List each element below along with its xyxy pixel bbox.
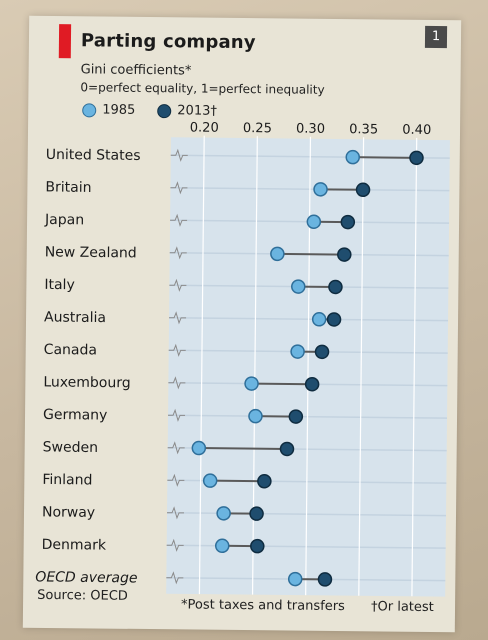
category-label: Germany xyxy=(43,407,108,424)
dot-2013 xyxy=(317,572,333,587)
dot-2013 xyxy=(409,150,424,166)
footnote-latest: †Or latest xyxy=(370,599,434,616)
dot-1985 xyxy=(216,506,231,521)
axis-break-icon xyxy=(169,311,187,325)
axis-break-icon xyxy=(166,571,184,585)
category-label: Britain xyxy=(45,179,91,195)
category-label: OECD average xyxy=(35,569,137,586)
category-label: Canada xyxy=(44,342,97,359)
category-label: United States xyxy=(46,147,141,164)
connector-line xyxy=(277,252,345,256)
dot-2013 xyxy=(328,279,343,295)
connector-line xyxy=(352,156,417,159)
gridline xyxy=(305,136,312,596)
dot-2013 xyxy=(288,409,304,424)
dot-2013 xyxy=(257,473,272,489)
dot-1985 xyxy=(287,571,303,587)
axis-break-icon xyxy=(169,278,187,292)
axis-break-icon xyxy=(170,181,188,195)
dot-2013 xyxy=(279,441,295,457)
gridline xyxy=(198,135,205,595)
axis-break-icon xyxy=(168,343,186,357)
category-label: Denmark xyxy=(42,537,107,554)
connector-line xyxy=(210,479,265,483)
x-tick-label: 0.35 xyxy=(349,122,378,137)
category-label: Norway xyxy=(42,504,95,521)
axis-break-icon xyxy=(170,213,188,227)
axis-break-icon xyxy=(170,148,188,162)
dot-1985 xyxy=(311,312,327,327)
axis-break-icon xyxy=(166,538,184,552)
category-label: Australia xyxy=(44,309,106,326)
axis-break-icon xyxy=(167,473,185,487)
x-tick-label: 0.25 xyxy=(243,121,272,136)
source-label: Source: OECD xyxy=(37,587,128,604)
dot-1985 xyxy=(291,279,306,294)
x-tick-label: 0.20 xyxy=(190,120,219,135)
dot-1985 xyxy=(214,538,230,554)
category-label: Italy xyxy=(44,277,75,293)
category-label: Japan xyxy=(44,212,84,228)
gridline xyxy=(358,137,365,596)
x-tick-label: 0.40 xyxy=(402,123,431,138)
dot-2013 xyxy=(340,214,356,230)
dot-2013 xyxy=(326,312,342,327)
axis-break-icon xyxy=(168,408,186,422)
dot-1985 xyxy=(191,440,207,456)
dot-1985 xyxy=(345,149,361,165)
dot-2013 xyxy=(250,538,265,554)
dot-2013 xyxy=(304,376,320,392)
dot-1985 xyxy=(306,214,322,229)
category-label: New Zealand xyxy=(45,244,137,261)
chart-card: Parting company 1 Gini coefficients* 0=p… xyxy=(22,15,462,633)
axis-break-icon xyxy=(167,441,185,455)
dot-1985 xyxy=(313,182,328,197)
axis-break-icon xyxy=(169,246,187,260)
connector-line xyxy=(251,382,313,386)
dot-plot-svg: 0.20 0.25 0.30 0.35 0.40 United States Britain… xyxy=(35,120,450,597)
dot-2013 xyxy=(314,344,330,360)
x-tick-label: 0.30 xyxy=(296,122,325,137)
category-label: Luxembourg xyxy=(43,374,130,391)
dot-2013 xyxy=(249,506,264,521)
dot-1985 xyxy=(248,408,263,424)
category-label: Finland xyxy=(42,472,92,489)
connector-line xyxy=(198,447,288,450)
dot-1985 xyxy=(244,376,259,391)
axis-break-icon xyxy=(167,506,185,520)
axis-break-icon xyxy=(168,376,186,390)
dot-1985 xyxy=(270,246,285,262)
category-label: Sweden xyxy=(43,439,98,456)
gridline xyxy=(411,137,418,597)
dot-2013 xyxy=(355,182,371,198)
dot-2013 xyxy=(337,247,352,262)
footnote-taxes: *Post taxes and transfers xyxy=(180,597,345,615)
dot-1985 xyxy=(290,344,305,359)
dot-1985 xyxy=(202,473,218,488)
